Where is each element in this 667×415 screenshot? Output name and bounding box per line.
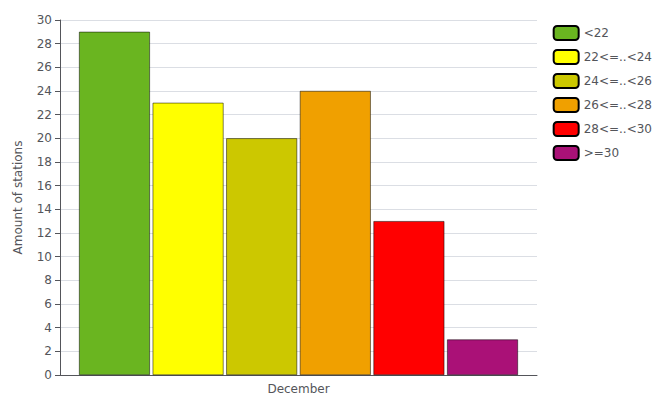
svg-text:20: 20	[37, 131, 52, 145]
svg-text:28: 28	[37, 37, 52, 51]
svg-text:22: 22	[37, 108, 52, 122]
svg-text:28<=..<30: 28<=..<30	[584, 122, 652, 136]
svg-text:24<=..<26: 24<=..<26	[584, 74, 652, 88]
svg-text:<22: <22	[584, 26, 609, 40]
svg-text:>=30: >=30	[584, 146, 619, 160]
svg-text:30: 30	[37, 13, 52, 27]
svg-text:22<=..<24: 22<=..<24	[584, 50, 652, 64]
svg-text:14: 14	[37, 202, 52, 216]
svg-text:2: 2	[44, 344, 52, 358]
svg-text:12: 12	[37, 226, 52, 240]
svg-text:4: 4	[44, 321, 52, 335]
svg-text:10: 10	[37, 250, 52, 264]
svg-text:6: 6	[44, 297, 52, 311]
svg-text:8: 8	[44, 273, 52, 287]
svg-text:0: 0	[44, 368, 52, 382]
svg-text:26: 26	[37, 60, 52, 74]
svg-text:26<=..<28: 26<=..<28	[584, 98, 652, 112]
svg-text:18: 18	[37, 155, 52, 169]
svg-text:16: 16	[37, 179, 52, 193]
svg-text:Amount of stations: Amount of stations	[11, 141, 25, 255]
svg-text:December: December	[267, 382, 329, 396]
svg-text:24: 24	[37, 84, 52, 98]
